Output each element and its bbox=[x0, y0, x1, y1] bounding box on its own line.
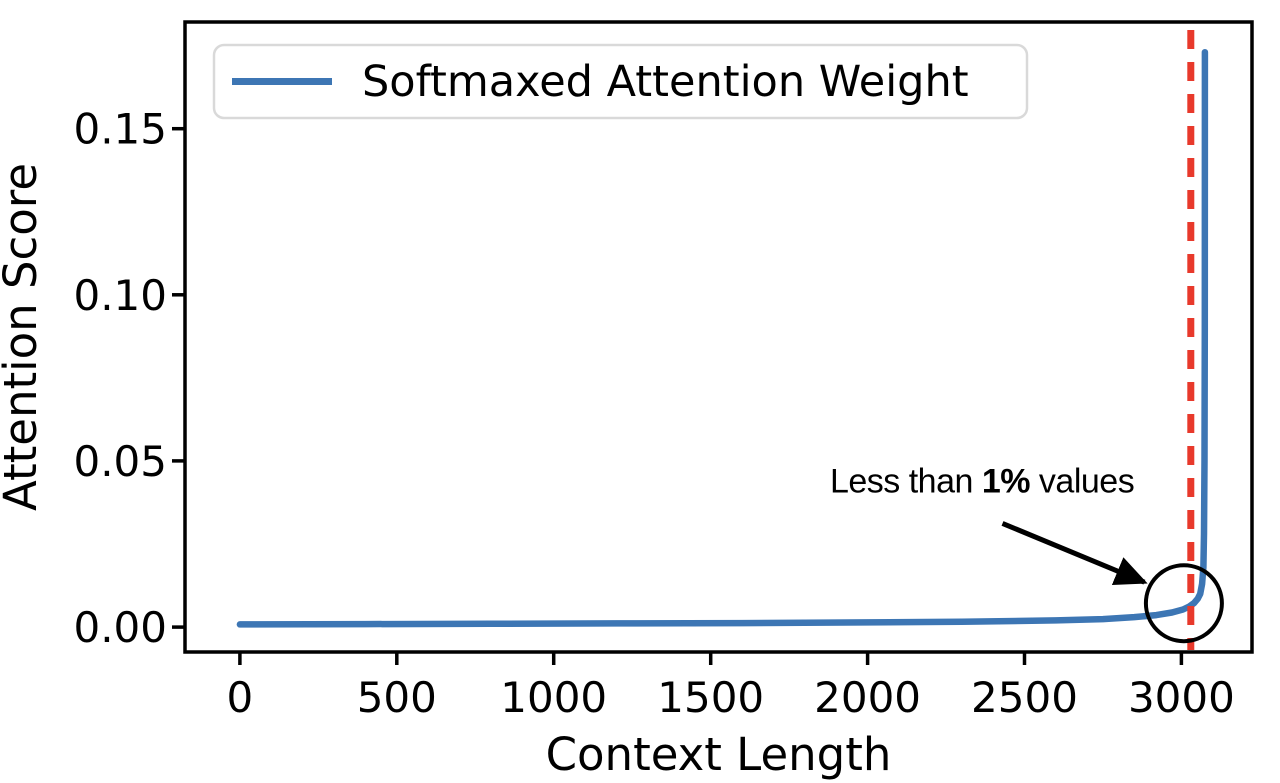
legend: Softmaxed Attention Weight bbox=[212, 43, 1029, 120]
y-tick-label: 0.05 bbox=[73, 437, 167, 486]
y-axis-label: Attention Score bbox=[0, 163, 47, 511]
y-tick-label: 0.15 bbox=[73, 105, 167, 154]
legend-label: Softmaxed Attention Weight bbox=[362, 57, 969, 107]
annotation-arrow bbox=[1001, 521, 1148, 585]
annotation-text: Less than 1% values bbox=[830, 463, 1134, 501]
x-tick-label: 1500 bbox=[657, 673, 764, 722]
plot-area: 0 500 1000 1500 2000 2500 3000 0.00 0.05 0.10 0.15… bbox=[0, 20, 1254, 781]
x-tick-label: 1000 bbox=[500, 673, 607, 722]
tail-highlight-circle bbox=[1143, 563, 1224, 644]
attention-weight-line bbox=[236, 48, 1209, 628]
y-tick-label: 0.00 bbox=[73, 603, 167, 652]
x-tick-label: 500 bbox=[357, 673, 437, 722]
y-tick-label: 0.10 bbox=[73, 271, 167, 320]
x-tick-label: 0 bbox=[227, 673, 254, 722]
plot-border bbox=[183, 20, 1254, 654]
x-tick-label: 2000 bbox=[814, 673, 921, 722]
annotation: Less than 1% values bbox=[830, 463, 1224, 644]
x-tick-label: 3000 bbox=[1128, 673, 1235, 722]
legend-box bbox=[212, 43, 1029, 120]
x-tick-label: 2500 bbox=[971, 673, 1078, 722]
x-axis-label: Context Length bbox=[546, 728, 892, 781]
